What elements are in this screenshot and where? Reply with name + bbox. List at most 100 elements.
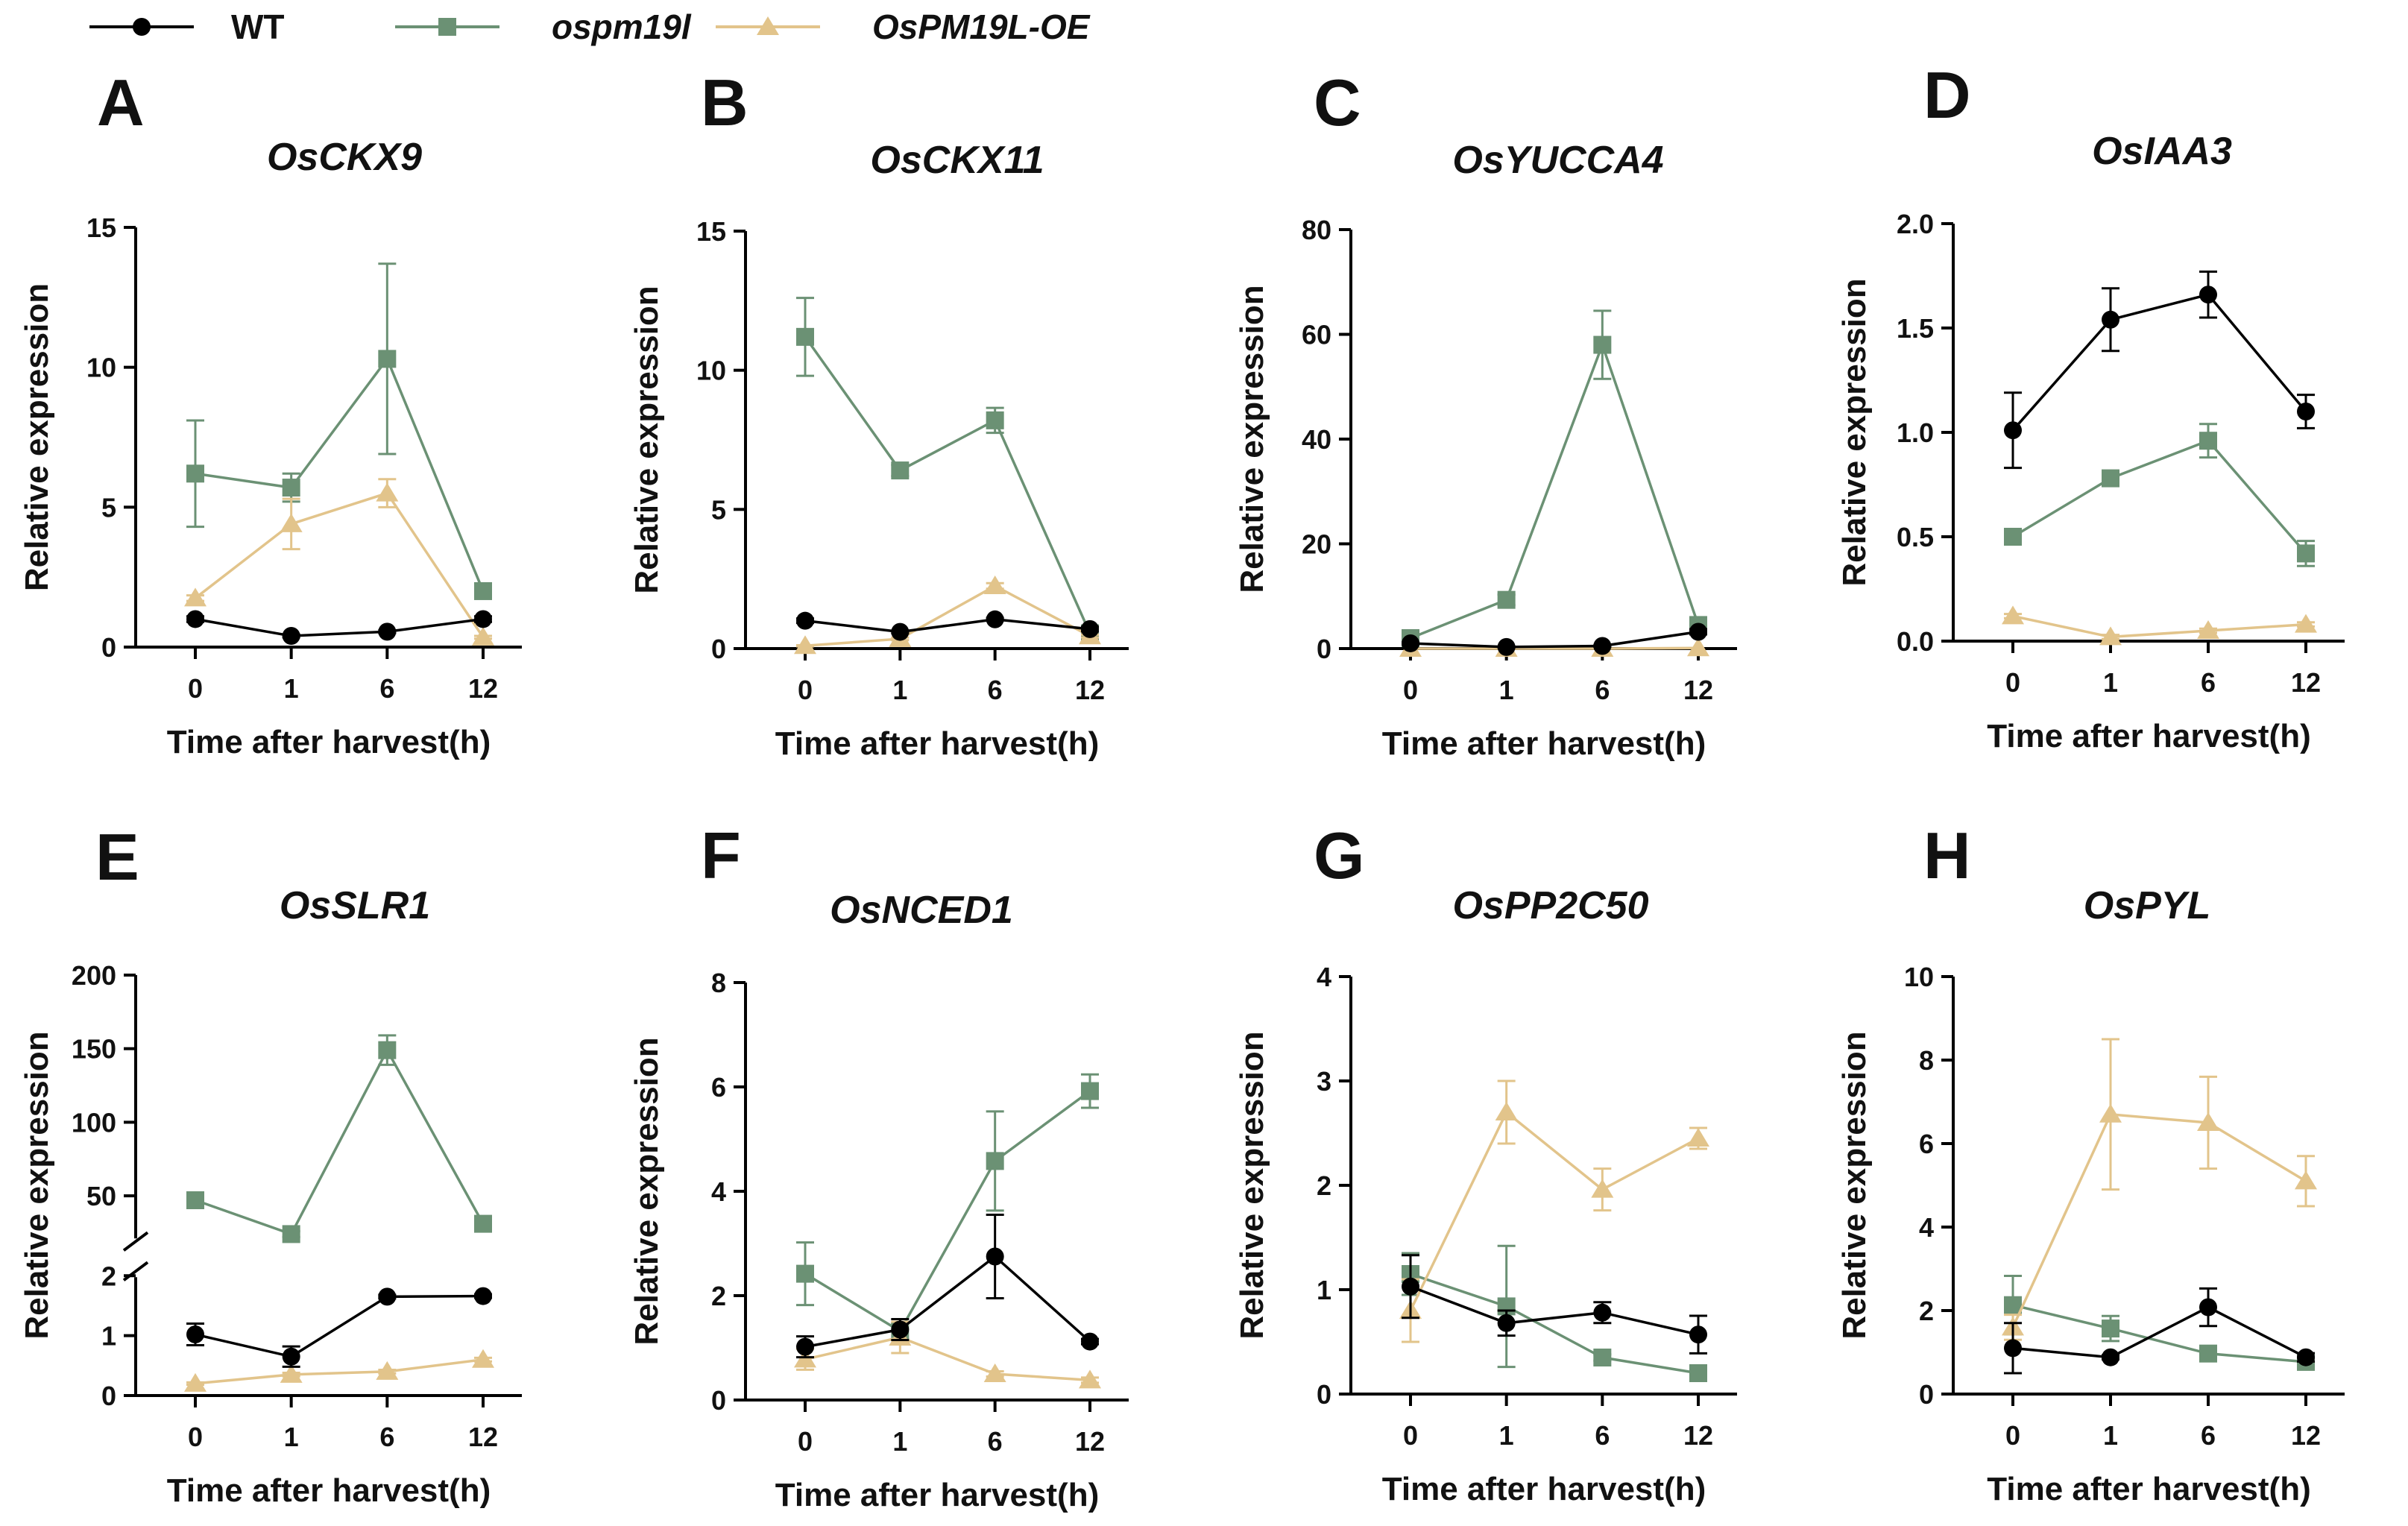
series-mut <box>1402 309 1707 647</box>
panel-letter-e: E <box>95 820 139 894</box>
y-axis-label: Relative expression <box>1836 278 1873 586</box>
x-tick-label: 6 <box>379 673 394 704</box>
series-oe <box>184 478 494 646</box>
data-point-mut <box>474 581 492 600</box>
series-oe <box>794 1320 1101 1389</box>
data-point-wt <box>796 1337 814 1356</box>
legend-label-wt: WT <box>231 7 285 46</box>
series-line-oe <box>1411 646 1699 650</box>
data-point-mut <box>2199 1344 2217 1363</box>
series-line-wt <box>2012 1305 2307 1359</box>
y-tick-label: 40 <box>1302 424 1331 455</box>
y-tick-label: 15 <box>696 216 726 247</box>
x-tick-label: 12 <box>1683 675 1713 705</box>
data-point-mut <box>891 461 910 480</box>
data-point-wt <box>2297 403 2315 420</box>
x-tick-label: 12 <box>1075 1426 1105 1457</box>
data-point-wt <box>378 622 397 641</box>
x-tick-label: 1 <box>284 1422 299 1452</box>
panel-h: H OsPYL 0 2 4 6 8 10 0 1 6 12 Time after harvest(h) R… <box>1836 819 2345 1507</box>
x-tick-label: 12 <box>2291 1420 2321 1451</box>
y-tick-label: 100 <box>72 1107 116 1138</box>
gene-title-e: OsSLR1 <box>280 884 430 927</box>
data-point-wt <box>1497 637 1516 656</box>
data-point-oe <box>472 626 494 646</box>
data-point-wt <box>1593 1303 1612 1322</box>
y-tick-label: 50 <box>86 1181 116 1211</box>
y-tick-label: 0 <box>711 634 726 664</box>
data-point-wt <box>2199 1298 2217 1317</box>
y-tick-label: 0 <box>1317 1379 1331 1410</box>
data-point-oe <box>2197 1112 2219 1131</box>
y-tick-label: 2 <box>1317 1170 1331 1201</box>
data-point-mut <box>474 1214 492 1233</box>
data-point-oe <box>794 635 816 655</box>
data-point-wt <box>1497 1314 1516 1332</box>
y-tick-label: 10 <box>696 356 726 386</box>
y-tick-label: 3 <box>1317 1066 1331 1097</box>
data-point-wt <box>1689 622 1707 641</box>
data-point-mut <box>2102 469 2119 488</box>
data-point-mut <box>2102 1320 2119 1338</box>
data-point-wt <box>2004 1339 2022 1358</box>
x-tick-label: 0 <box>188 673 203 704</box>
data-point-wt <box>1593 637 1612 655</box>
legend-marker-wt <box>133 18 151 36</box>
x-tick-label: 6 <box>379 1422 394 1452</box>
x-axis-label: Time after harvest(h) <box>775 1477 1099 1513</box>
y-tick-label: 20 <box>1302 529 1331 560</box>
series-oe <box>794 576 1101 655</box>
y-tick-label: 1 <box>1317 1275 1331 1305</box>
gene-title-d: OsIAA3 <box>2092 130 2232 173</box>
series-mut <box>796 1073 1099 1340</box>
panel-letter-f: F <box>701 819 741 892</box>
y-tick-label: 2 <box>101 1261 116 1291</box>
series-line-mut <box>2012 1304 2307 1363</box>
data-point-oe <box>1687 1128 1709 1147</box>
data-point-oe <box>1495 1102 1518 1120</box>
y-tick-label: 0 <box>101 632 116 663</box>
series-line-wt <box>195 1294 484 1358</box>
panel-b: B OsCKX11 0 5 10 15 0 1 6 12 Time after harvest(h)… <box>628 66 1129 762</box>
data-point-mut <box>2004 528 2022 546</box>
y-tick-label: 0.5 <box>1897 522 1934 552</box>
x-tick-label: 12 <box>1683 1420 1713 1451</box>
panel-f: F OsNCED1 0 2 4 6 8 0 1 6 12 Time after harvest(h) R… <box>628 819 1129 1513</box>
data-point-mut <box>282 479 300 497</box>
legend-item-mut: ospm19l <box>395 7 692 46</box>
data-point-wt <box>1689 1325 1707 1344</box>
data-point-wt <box>891 1320 910 1339</box>
y-tick-label: 10 <box>1904 962 1934 992</box>
y-axis-label: Relative expression <box>628 286 665 593</box>
y-tick-label: 6 <box>1919 1129 1934 1159</box>
x-tick-label: 0 <box>2005 667 2020 698</box>
series-line-oe <box>804 1336 1091 1382</box>
legend-marker-mut <box>438 18 456 36</box>
gene-title-c: OsYUCCA4 <box>1452 139 1663 182</box>
series-line-mut <box>195 356 485 592</box>
data-point-mut <box>2004 1296 2022 1314</box>
x-tick-label: 6 <box>2201 1420 2216 1451</box>
series-oe <box>2002 605 2317 646</box>
x-tick-label: 6 <box>988 675 1003 705</box>
y-tick-label: 0 <box>1919 1379 1934 1410</box>
data-point-wt <box>2199 286 2217 304</box>
data-point-wt <box>2102 1348 2119 1366</box>
data-point-mut <box>1593 1349 1612 1366</box>
series-wt <box>796 610 1099 641</box>
data-point-wt <box>378 1287 397 1306</box>
x-tick-label: 1 <box>284 673 299 704</box>
y-tick-label: 0 <box>101 1381 116 1411</box>
x-axis-label: Time after harvest(h) <box>1382 725 1706 762</box>
series-line-oe <box>2012 614 2307 639</box>
data-point-wt <box>474 1287 492 1305</box>
data-point-wt <box>986 1247 1004 1266</box>
series-line-mut <box>1410 1273 1699 1375</box>
y-tick-label: 5 <box>711 494 726 525</box>
y-tick-label: 8 <box>711 968 726 998</box>
y-tick-label: 5 <box>101 492 116 523</box>
